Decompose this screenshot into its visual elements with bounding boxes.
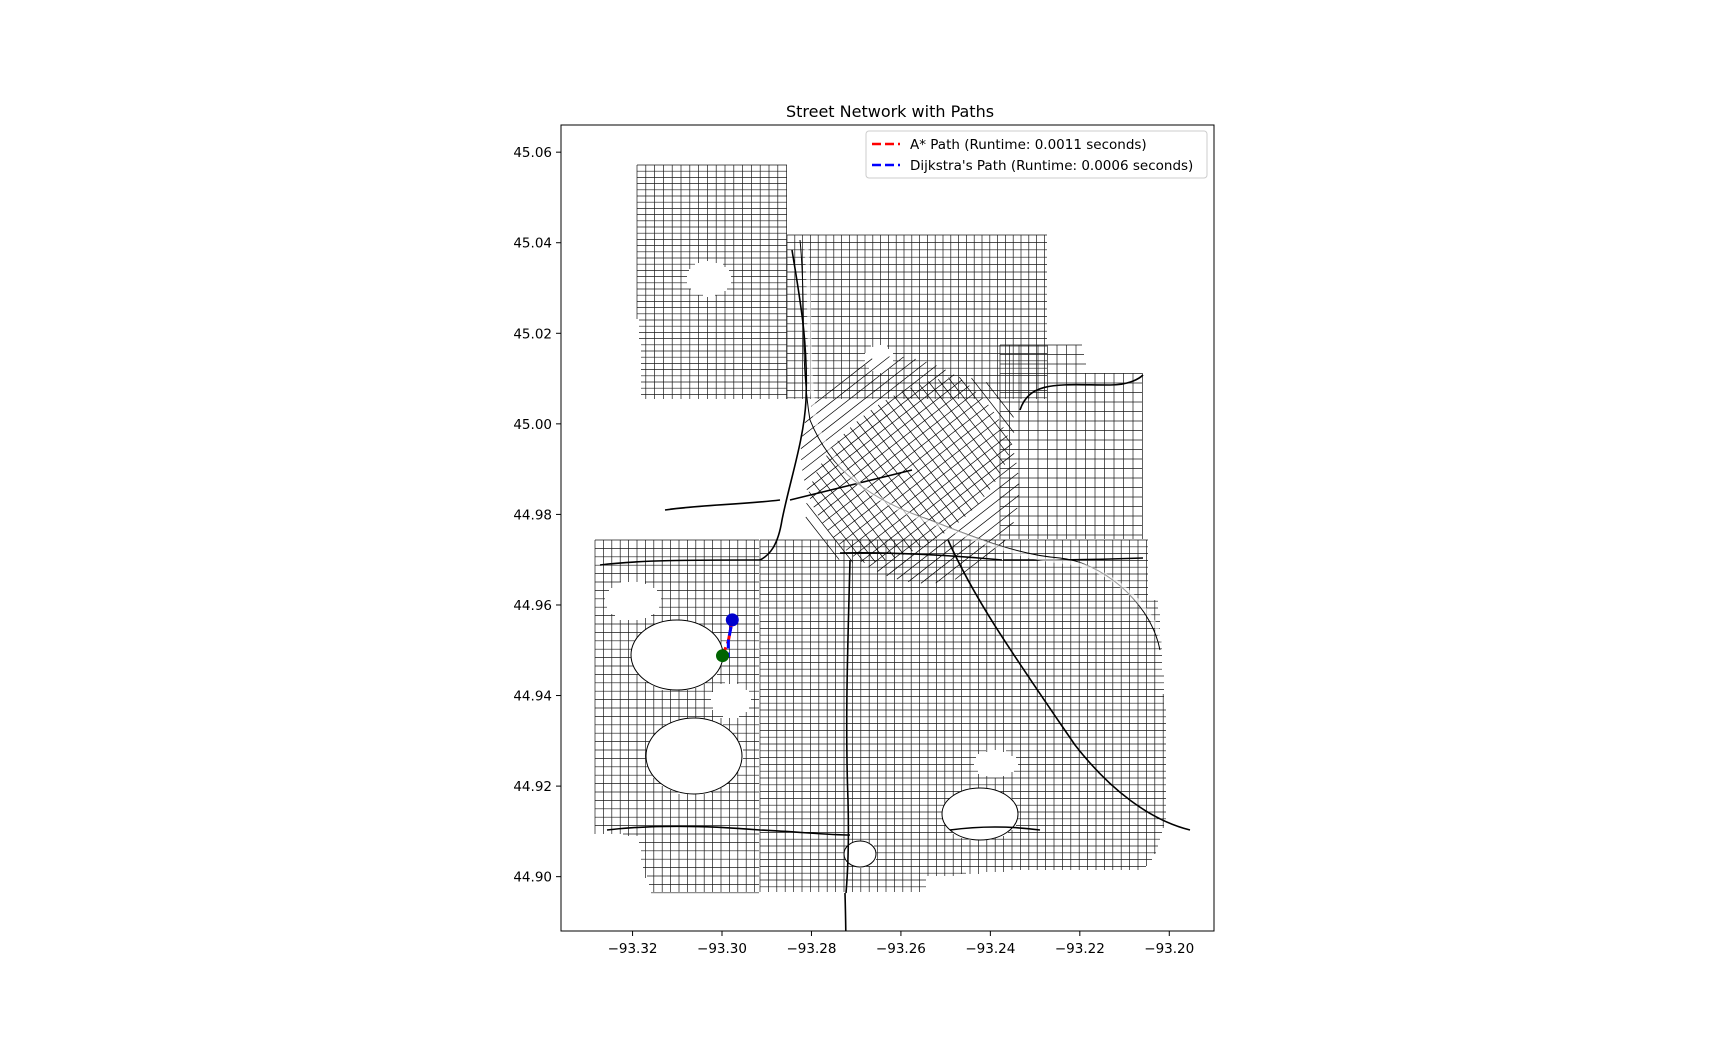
highway — [844, 892, 847, 931]
x-tick-label: −93.22 — [1055, 941, 1105, 957]
legend: A* Path (Runtime: 0.0011 seconds) Dijkst… — [865, 130, 1208, 179]
plot-frame — [560, 124, 1215, 932]
y-tick-label: 45.06 — [513, 145, 552, 161]
y-tick-label: 44.90 — [513, 870, 552, 886]
y-tick-label: 45.04 — [513, 236, 552, 252]
x-tick-label: −93.26 — [876, 941, 926, 957]
highway — [947, 539, 1191, 831]
y-tick-label: 45.00 — [513, 417, 552, 433]
highway — [606, 825, 851, 836]
y-tick-label: 44.92 — [513, 779, 552, 795]
x-tick-label: −93.32 — [608, 941, 658, 957]
street-grid — [594, 164, 1166, 894]
lake-outline — [630, 619, 724, 691]
x-tick-label: −93.28 — [786, 941, 836, 957]
lake-outline — [843, 840, 877, 868]
lake-outline — [941, 787, 1019, 841]
highway — [664, 499, 781, 511]
highway — [789, 469, 913, 501]
start-node-marker — [716, 649, 729, 663]
end-node-marker — [725, 613, 739, 627]
highway — [839, 552, 1003, 561]
x-axis: −93.32 −93.30 −93.28 −93.26 −93.24 −93.22 −93.… — [608, 931, 1194, 957]
river-channel — [804, 243, 1168, 655]
legend-label-dijkstra: Dijkstra's Path (Runtime: 0.0006 seconds… — [910, 158, 1193, 174]
x-tick-label: −93.30 — [697, 941, 747, 957]
x-tick-label: −93.20 — [1144, 941, 1194, 957]
highway — [759, 249, 808, 561]
highway — [599, 559, 761, 566]
lake-outline — [645, 717, 743, 795]
street-network — [594, 164, 1191, 931]
highway — [949, 826, 1041, 831]
legend-box — [865, 130, 1208, 179]
path-layer — [716, 613, 739, 663]
y-tick-label: 44.94 — [513, 689, 552, 705]
y-tick-label: 44.98 — [513, 507, 552, 523]
x-tick-label: −93.24 — [965, 941, 1015, 957]
y-axis: 44.90 44.92 44.94 44.96 44.98 45.00 45.02 45.04… — [513, 145, 561, 886]
highway — [845, 559, 851, 894]
y-tick-label: 44.96 — [513, 598, 552, 614]
chart-title: Street Network with Paths — [786, 102, 994, 121]
legend-label-astar: A* Path (Runtime: 0.0011 seconds) — [910, 137, 1147, 153]
highway — [1019, 374, 1144, 411]
y-tick-label: 45.02 — [513, 326, 552, 342]
